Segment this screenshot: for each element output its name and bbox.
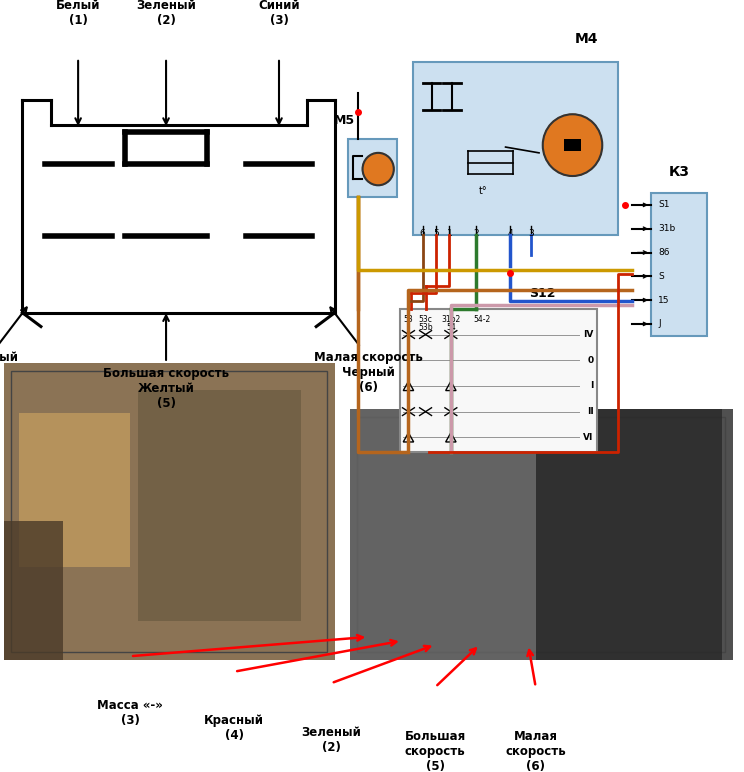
Text: Красный
(4): Красный (4) — [205, 714, 264, 742]
Text: IV: IV — [583, 330, 594, 339]
Text: 0: 0 — [588, 356, 594, 364]
Text: 5: 5 — [433, 229, 439, 239]
Bar — [564, 139, 582, 151]
Bar — [357, 417, 725, 652]
FancyBboxPatch shape — [413, 62, 618, 235]
Text: 4: 4 — [507, 229, 513, 239]
Text: 2: 2 — [473, 229, 479, 239]
Text: Большая
скорость
(5): Большая скорость (5) — [405, 730, 466, 772]
Text: 53c: 53c — [419, 315, 432, 324]
Text: J: J — [658, 320, 661, 328]
Text: S12: S12 — [529, 286, 556, 300]
Text: M4: M4 — [575, 32, 599, 46]
Text: 54: 54 — [446, 323, 456, 332]
Text: 53b: 53b — [418, 323, 433, 332]
Text: 1: 1 — [446, 229, 452, 239]
Text: Красный
(4): Красный (4) — [0, 351, 19, 379]
Text: I: I — [590, 381, 594, 391]
Bar — [4, 363, 335, 660]
Text: S1: S1 — [658, 201, 670, 209]
Circle shape — [543, 114, 603, 176]
Bar — [11, 371, 327, 652]
Text: S: S — [658, 272, 664, 281]
Bar — [19, 413, 130, 567]
Text: 31b2: 31b2 — [441, 315, 461, 324]
Text: 53: 53 — [403, 315, 414, 324]
Text: 31b: 31b — [658, 224, 676, 233]
Bar — [138, 390, 301, 621]
Text: t°: t° — [479, 186, 487, 195]
Text: 3: 3 — [528, 229, 534, 239]
Bar — [536, 409, 722, 660]
FancyBboxPatch shape — [651, 193, 707, 336]
Text: К3: К3 — [668, 165, 690, 179]
Text: Зеленый
(2): Зеленый (2) — [301, 726, 361, 753]
Text: 54-2: 54-2 — [473, 315, 491, 324]
Text: Малая скорость
Черный
(6): Малая скорость Черный (6) — [314, 351, 423, 394]
Bar — [350, 409, 733, 660]
Text: Масса «-»
(3): Масса «-» (3) — [97, 699, 163, 726]
Bar — [4, 521, 63, 660]
Text: 86: 86 — [658, 248, 670, 257]
Text: +12в
Белый
(1): +12в Белый (1) — [56, 0, 100, 27]
Text: 6: 6 — [420, 229, 426, 239]
Text: VI: VI — [583, 433, 594, 442]
FancyBboxPatch shape — [348, 139, 397, 197]
Text: Зеленый
(2): Зеленый (2) — [136, 0, 196, 27]
Text: 15: 15 — [658, 296, 670, 305]
Text: II: II — [587, 407, 594, 416]
Text: M5: M5 — [334, 114, 355, 127]
Text: Малая
скорость
(6): Малая скорость (6) — [505, 730, 566, 772]
Circle shape — [362, 153, 394, 185]
Bar — [350, 409, 536, 660]
Text: Масса «-»
Синий
(3): Масса «-» Синий (3) — [246, 0, 312, 27]
FancyBboxPatch shape — [400, 309, 597, 452]
Text: Большая скорость
Желтый
(5): Большая скорость Желтый (5) — [103, 367, 229, 410]
